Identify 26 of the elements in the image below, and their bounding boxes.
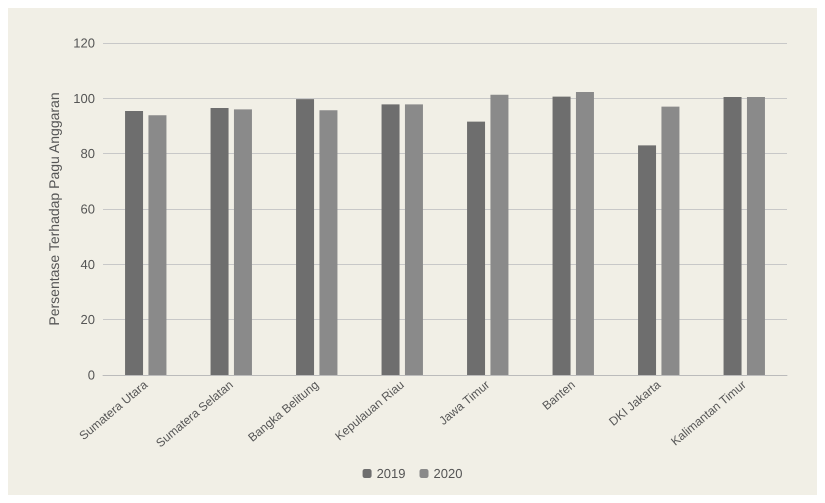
bar [210,108,229,375]
bar [746,96,765,375]
bar [638,145,656,375]
bar [724,96,742,375]
y-tick-label: 20 [80,312,95,328]
y-tick-label: 40 [80,256,95,272]
bar [576,92,594,375]
legend-label: 2020 [434,466,462,481]
bar [125,111,144,375]
bar [148,115,166,375]
bar [661,106,680,375]
bar [552,96,571,375]
bar [404,104,423,375]
bar [467,122,486,375]
bar [319,110,338,375]
bar [296,99,314,375]
y-axis-title: Persentase Terhadap Pagu Anggaran [46,92,62,326]
y-tick-label: 80 [80,146,95,162]
y-tick-label: 120 [73,36,95,50]
legend-label: 2019 [376,466,406,481]
y-tick-label: 100 [73,90,95,106]
y-tick-label: 0 [88,368,95,382]
bar [490,94,508,375]
bar [234,109,252,375]
bar [382,104,400,375]
y-tick-label: 60 [80,202,95,216]
